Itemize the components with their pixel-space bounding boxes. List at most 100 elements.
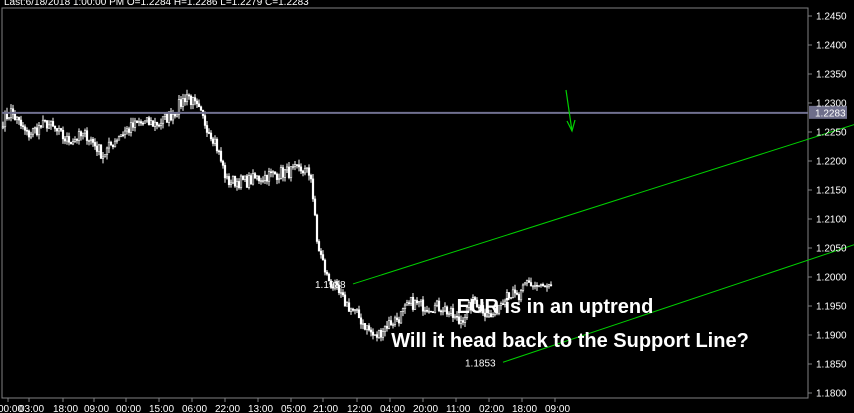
candle bbox=[133, 117, 137, 132]
y-tick-label: 1.2050 bbox=[816, 244, 847, 255]
candle-body bbox=[415, 300, 419, 304]
candle-body bbox=[127, 128, 131, 133]
candle-body bbox=[51, 121, 55, 127]
grid bbox=[1, 7, 809, 399]
candle-body bbox=[317, 241, 321, 252]
candle bbox=[519, 288, 523, 303]
candle-body bbox=[23, 126, 27, 131]
candle bbox=[415, 297, 419, 306]
candle-body bbox=[49, 121, 53, 126]
candle bbox=[183, 94, 187, 106]
candle bbox=[547, 283, 551, 289]
x-tick-label: 18:00 bbox=[512, 404, 537, 413]
candle-body bbox=[525, 280, 529, 284]
candle-body bbox=[151, 120, 155, 127]
x-tick-label: 00:00 bbox=[116, 404, 141, 413]
candle bbox=[467, 300, 471, 312]
candle bbox=[343, 291, 347, 307]
candle-body bbox=[177, 99, 181, 115]
candle-body bbox=[73, 138, 77, 142]
candle-body bbox=[175, 113, 179, 117]
candle-body bbox=[191, 97, 195, 106]
candle-body bbox=[235, 181, 239, 187]
candle-body bbox=[351, 308, 355, 311]
candle bbox=[365, 325, 369, 335]
candle bbox=[85, 127, 89, 145]
candle-body bbox=[27, 130, 31, 138]
arrow-shaft bbox=[565, 89, 573, 132]
candle bbox=[499, 301, 503, 310]
candle-body bbox=[43, 119, 47, 122]
candle-body bbox=[283, 169, 287, 178]
candle-body bbox=[489, 313, 493, 318]
candle bbox=[507, 291, 511, 301]
candle bbox=[107, 137, 111, 154]
candle bbox=[493, 303, 497, 317]
candle-body bbox=[519, 290, 523, 301]
candle bbox=[371, 328, 375, 340]
candle bbox=[39, 124, 43, 129]
candle bbox=[295, 164, 299, 169]
candle-body bbox=[197, 103, 201, 108]
candle bbox=[355, 308, 359, 314]
y-tick-label: 1.1850 bbox=[816, 360, 847, 371]
candle bbox=[35, 123, 39, 137]
current-price-label: 1.2283 bbox=[815, 108, 846, 119]
candle-body bbox=[347, 302, 351, 312]
candle bbox=[413, 299, 417, 310]
x-tick-label: 04:00 bbox=[380, 404, 405, 413]
candle-body bbox=[63, 138, 67, 142]
candle bbox=[315, 213, 319, 244]
candle-body bbox=[545, 285, 549, 288]
candle-body bbox=[181, 98, 185, 107]
candle bbox=[477, 304, 481, 314]
candle-body bbox=[531, 285, 535, 288]
candle-body bbox=[77, 131, 81, 141]
candle bbox=[25, 127, 29, 136]
candle-body bbox=[101, 156, 105, 159]
candle-body bbox=[217, 150, 221, 153]
candle bbox=[239, 174, 243, 190]
candle-body bbox=[393, 317, 397, 325]
candle-body bbox=[449, 308, 453, 314]
candle bbox=[237, 178, 241, 190]
candle bbox=[333, 279, 337, 291]
candle-body bbox=[513, 289, 517, 294]
candle bbox=[305, 167, 309, 173]
candle-body bbox=[19, 119, 23, 126]
candle-body bbox=[53, 125, 57, 129]
candle-body bbox=[329, 280, 333, 287]
candle-body bbox=[35, 127, 39, 136]
candle-body bbox=[395, 317, 399, 320]
candle bbox=[95, 141, 99, 156]
candle bbox=[403, 303, 407, 314]
candle-body bbox=[159, 122, 163, 126]
candle bbox=[287, 162, 291, 180]
candle bbox=[437, 297, 441, 313]
candle-body bbox=[91, 138, 95, 143]
candle-body bbox=[285, 166, 289, 171]
y-tick-label: 1.2000 bbox=[816, 273, 847, 284]
candle-body bbox=[87, 140, 91, 142]
candle bbox=[243, 175, 247, 183]
candle bbox=[349, 307, 353, 315]
candle bbox=[539, 283, 543, 288]
candle bbox=[309, 173, 313, 183]
candle-body bbox=[369, 329, 373, 333]
candle bbox=[139, 119, 143, 126]
candle bbox=[545, 283, 549, 292]
axes: 1.2450 1.2400 1.2350 1.2300 1.2250 1.2200 1.21… bbox=[0, 12, 847, 413]
candle bbox=[389, 315, 393, 326]
candle bbox=[495, 303, 499, 316]
candle bbox=[357, 305, 361, 319]
candle bbox=[251, 169, 255, 186]
candle-body bbox=[467, 302, 471, 308]
candle-body bbox=[211, 138, 215, 144]
candle bbox=[461, 316, 465, 326]
candle bbox=[283, 168, 287, 182]
candle bbox=[279, 164, 283, 180]
candle bbox=[299, 163, 303, 174]
candle-body bbox=[179, 99, 183, 107]
candle-body bbox=[245, 175, 249, 188]
candle bbox=[459, 315, 463, 329]
